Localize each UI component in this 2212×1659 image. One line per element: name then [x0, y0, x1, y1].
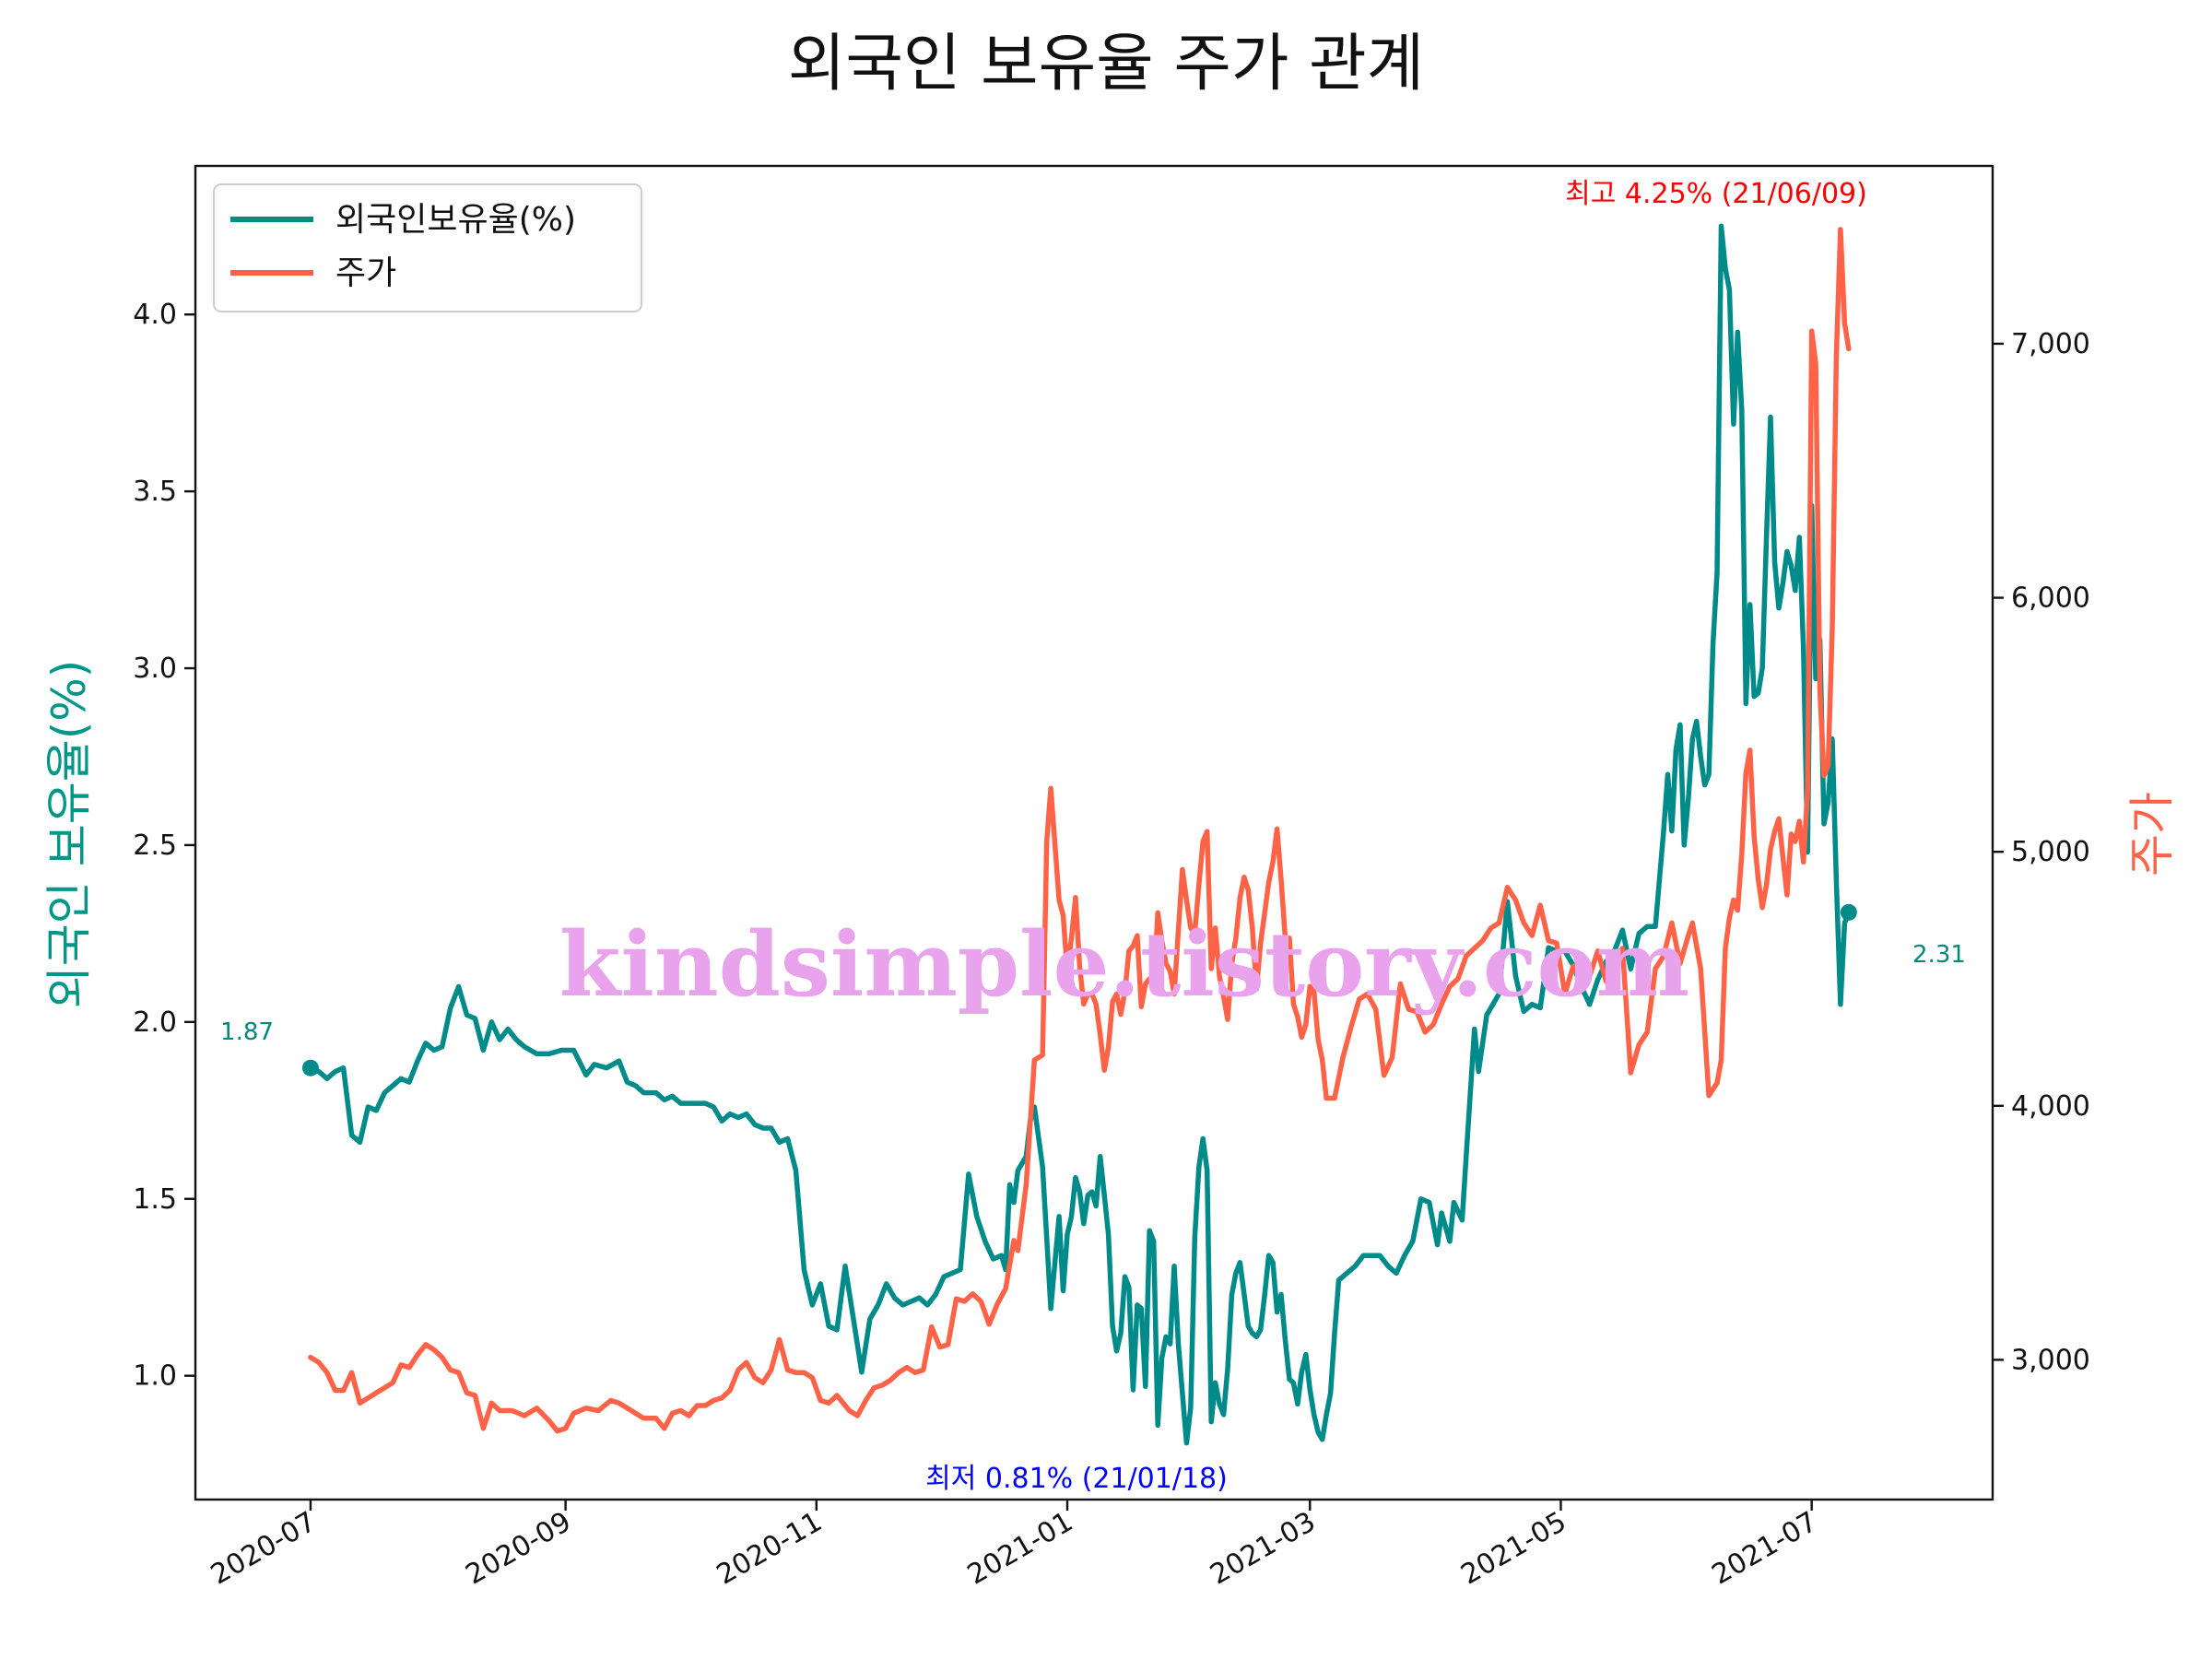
watermark: kindsimple.tistory.com — [559, 912, 1689, 1017]
annotation-min: 최저 0.81% (21/01/18) — [925, 1463, 1228, 1495]
annotation-max: 최고 4.25% (21/06/09) — [1565, 178, 1867, 210]
annotation-end-value: 2.31 — [1912, 941, 1966, 969]
y-right-tick-label: 3,000 — [2011, 1344, 2090, 1376]
annotation-start-value: 1.87 — [220, 1018, 274, 1046]
y-left-tick-label: 2.0 — [133, 1006, 177, 1039]
legend-label-foreign: 외국인보유율(%) — [335, 201, 576, 239]
y-left-tick-label: 1.0 — [133, 1360, 177, 1393]
y-left-tick-label: 4.0 — [133, 299, 177, 331]
legend-label-price: 주가 — [335, 254, 396, 292]
chart-title: 외국인 보유율 주가 관계 — [788, 28, 1424, 100]
series-line-foreign-ratio — [308, 223, 1852, 1446]
end-point-marker — [1840, 903, 1857, 921]
x-tick-label: 2020-07 — [206, 1506, 322, 1592]
legend: 외국인보유율(%) 주가 — [213, 183, 642, 312]
x-tick-label: 2021-01 — [962, 1506, 1078, 1592]
x-tick-label: 2020-11 — [712, 1506, 828, 1592]
x-tick-label: 2021-03 — [1205, 1506, 1321, 1592]
series-line-price — [308, 227, 1852, 1434]
y-right-tick-label: 6,000 — [2011, 582, 2090, 615]
y-right-tick-label: 7,000 — [2011, 328, 2090, 360]
y-left-tick-label: 1.5 — [133, 1183, 177, 1216]
y-left-tick-label: 3.5 — [133, 476, 177, 508]
x-tick-label: 2020-09 — [461, 1506, 577, 1592]
y-right-tick-label: 5,000 — [2011, 836, 2090, 868]
x-tick-label: 2021-05 — [1455, 1506, 1571, 1592]
y-axis-right-label: 주가 — [2125, 792, 2179, 877]
y-right-tick-label: 4,000 — [2011, 1090, 2090, 1123]
y-axis-left-label: 외국인 보유율(%) — [42, 660, 96, 1008]
y-left-tick-label: 3.0 — [133, 653, 177, 685]
y-left-tick-label: 2.5 — [133, 830, 177, 862]
x-tick-label: 2021-07 — [1707, 1506, 1823, 1592]
plot-area — [194, 164, 1994, 1501]
legend-box — [213, 183, 642, 312]
start-point-marker — [301, 1059, 319, 1077]
series-layer — [301, 223, 1857, 1446]
